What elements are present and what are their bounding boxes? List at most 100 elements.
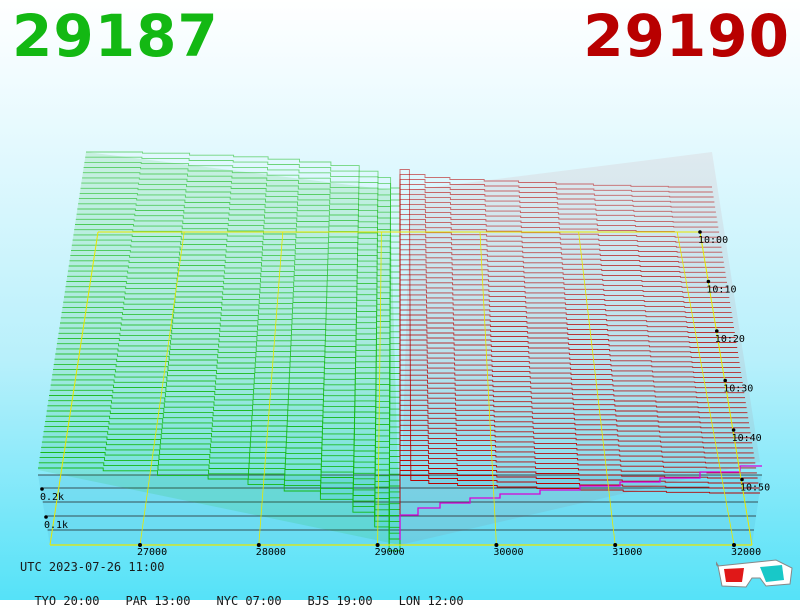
time-tick-label: 10:50 <box>740 483 770 494</box>
ask-depth-line <box>399 274 729 423</box>
x-grid-line <box>479 231 497 546</box>
time-tick-label: 10:30 <box>723 384 753 395</box>
ask-depth-line <box>399 174 713 372</box>
ask-depth-line <box>399 449 757 513</box>
time-tick-mark <box>723 378 727 383</box>
ask-depth-line <box>399 454 757 516</box>
ask-depth-line <box>399 354 742 464</box>
bid-depth-line <box>81 182 401 310</box>
x-tick-label: 29000 <box>375 547 405 558</box>
x-tick-label: 32000 <box>731 547 761 558</box>
ask-depth-line <box>399 259 727 416</box>
ask-depth-line <box>399 414 751 495</box>
x-tick-mark <box>494 543 499 547</box>
x-tick-label: 28000 <box>256 547 286 558</box>
bid-depth-line <box>83 167 401 291</box>
bid-depth-line <box>77 208 401 339</box>
ask-depth-layers <box>399 152 762 545</box>
ask-depth-line <box>399 229 722 400</box>
ask-depth-line <box>399 214 720 393</box>
ask-depth-line <box>399 439 755 508</box>
ask-depth-line <box>399 309 734 441</box>
left-frame-line <box>49 231 99 546</box>
ask-depth-line <box>399 374 745 475</box>
bid-depth-line <box>60 322 401 445</box>
bid-depth-line <box>67 270 401 401</box>
ask-depth-line <box>399 299 733 436</box>
x-tick-mark <box>732 543 736 547</box>
x-tick-mark <box>613 543 618 547</box>
ask-depth-line <box>399 189 716 380</box>
bid-depth-line <box>75 224 401 355</box>
bid-depth-line <box>84 161 401 285</box>
bid-depth-line <box>38 467 401 552</box>
bid-depth-line <box>76 213 401 345</box>
ask-depth-line <box>399 394 748 485</box>
ask-depth-line <box>399 254 726 413</box>
x-grid-line <box>258 231 284 546</box>
ask-depth-line <box>399 264 727 418</box>
recent-ask-line <box>399 465 762 540</box>
x-tick-label: 30000 <box>493 547 523 558</box>
bid-depth-line <box>63 301 401 428</box>
x-tick-mark <box>256 543 261 547</box>
time-tick-label: 10:10 <box>706 285 736 296</box>
ask-depth-line <box>399 194 716 382</box>
ask-depth-line <box>399 460 758 518</box>
bid-depth-line <box>73 234 401 366</box>
ask-depth-line <box>399 465 759 521</box>
ask-depth-line <box>399 399 749 487</box>
ask-depth-line <box>399 279 730 426</box>
ask-depth-line <box>399 379 745 477</box>
ask-depth-line <box>399 319 736 446</box>
time-tick-mark <box>715 329 719 333</box>
time-tick-label: 10:40 <box>732 433 762 444</box>
x-tick-label: 27000 <box>137 547 167 558</box>
ask-depth-line <box>399 284 731 428</box>
ask-depth-line <box>399 219 720 395</box>
bid-depth-line <box>82 172 401 298</box>
3d-glasses-icon[interactable] <box>716 556 794 590</box>
bid-depth-line <box>79 192 401 322</box>
tz-paris: PAR 13:00 <box>125 594 191 608</box>
x-grid-line <box>139 231 185 546</box>
y-tick-label: 0.1k <box>44 520 68 531</box>
timezone-row: TYO 20:00 PAR 13:00 NYC 07:00 BJS 19:00 LON … <box>20 580 490 608</box>
ask-depth-line <box>399 359 742 467</box>
ask-depth-line <box>399 209 719 390</box>
bid-depth-line <box>85 156 401 279</box>
ask-depth-line <box>399 244 724 408</box>
ask-depth-line <box>399 199 717 385</box>
ask-depth-line <box>399 470 760 523</box>
ask-depth-line <box>399 179 714 375</box>
bid-depth-line <box>67 275 401 406</box>
ask-depth-line <box>399 424 753 500</box>
ask-depth-line <box>399 409 750 493</box>
x-tick-mark <box>138 543 142 547</box>
time-tick-mark <box>731 428 736 432</box>
ask-depth-line <box>399 434 754 505</box>
bid-depth-fill <box>38 152 400 545</box>
ask-price: 29190 <box>583 2 790 70</box>
tz-beijing: BJS 19:00 <box>307 594 373 608</box>
ask-depth-line <box>399 419 752 498</box>
ask-depth-line <box>399 324 737 449</box>
time-tick-mark <box>698 230 702 234</box>
bid-depth-line <box>61 312 401 437</box>
ask-depth-line <box>399 384 746 480</box>
time-tick-mark <box>740 477 744 482</box>
x-grid-line <box>377 231 382 546</box>
time-tick-mark <box>706 279 711 284</box>
ask-depth-line <box>399 429 753 503</box>
time-tick-label: 10:20 <box>715 334 745 345</box>
ask-depth-line <box>399 339 739 457</box>
ask-depth-line <box>399 204 718 387</box>
ask-depth-line <box>399 294 732 434</box>
ask-depth-line <box>399 269 728 421</box>
ask-depth-line <box>399 234 723 403</box>
x-grid-line <box>578 231 616 546</box>
ask-depth-line <box>399 404 749 490</box>
tz-london: LON 12:00 <box>398 594 464 608</box>
bid-depth-line <box>70 255 401 387</box>
